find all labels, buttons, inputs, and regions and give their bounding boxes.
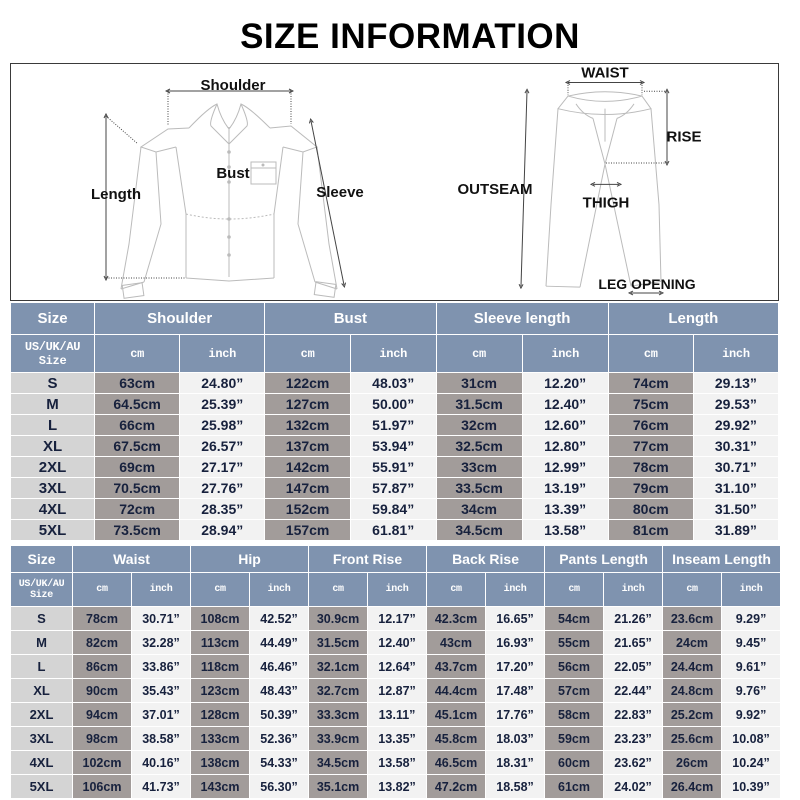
svg-text:THIGH: THIGH: [583, 196, 630, 212]
svg-text:Bust: Bust: [216, 165, 249, 182]
svg-text:RISE: RISE: [667, 130, 702, 146]
svg-text:Shoulder: Shoulder: [200, 77, 265, 94]
svg-text:OUTSEAM: OUTSEAM: [458, 182, 533, 198]
svg-text:WAIST: WAIST: [581, 66, 628, 82]
svg-text:Sleeve: Sleeve: [316, 184, 364, 201]
svg-text:Length: Length: [91, 186, 141, 203]
svg-text:LEG OPENING: LEG OPENING: [598, 277, 695, 292]
